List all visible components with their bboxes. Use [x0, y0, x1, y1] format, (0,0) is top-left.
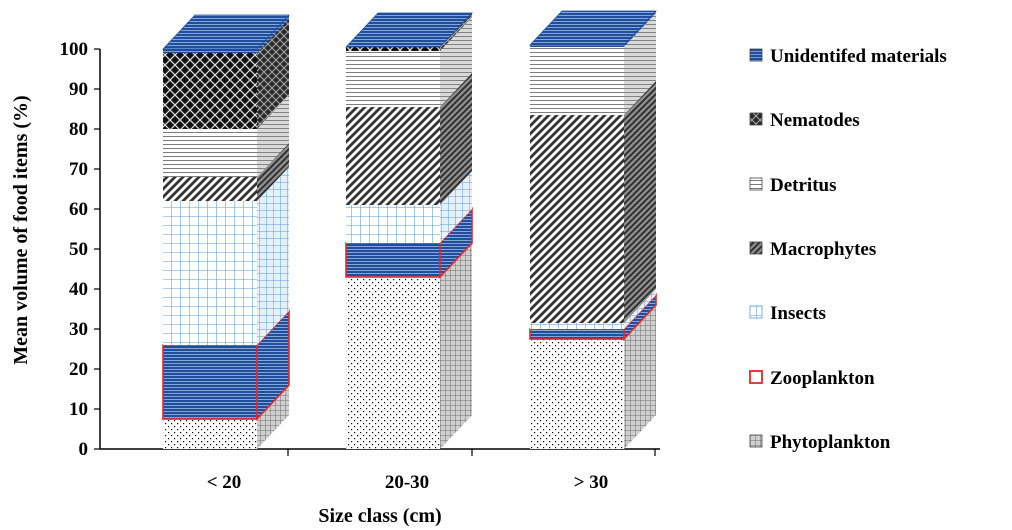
- legend-label: Unidentifed materials: [770, 46, 947, 67]
- bar-segment-insects: [346, 205, 440, 243]
- bar-segment-phytoplankton: [530, 339, 624, 449]
- y-tick-label: 100: [60, 39, 89, 60]
- legend-swatch: [749, 305, 763, 319]
- legend-label: Zooplankton: [770, 368, 875, 389]
- y-axis-title: Mean volume of food items (%): [10, 95, 32, 364]
- legend-label: Nematodes: [770, 110, 860, 131]
- bar-side-phytoplankton: [440, 243, 472, 449]
- bar-segment-zooplankton: [345, 242, 441, 278]
- y-tick-label: 60: [69, 199, 88, 220]
- bar-top-face: [345, 12, 473, 48]
- bar-segment-macrophytes: [346, 107, 440, 205]
- bar-segment-insects: [530, 323, 624, 329]
- bar-side-nematodes: [257, 19, 289, 129]
- x-tick-label: > 30: [574, 472, 609, 493]
- bar-group-0: [162, 14, 290, 449]
- bar-side-phytoplankton: [624, 305, 656, 449]
- x-axis-title: Size class (cm): [318, 505, 441, 527]
- bar-top-face: [529, 10, 657, 46]
- legend-swatch: [749, 177, 763, 191]
- bar-segment-insects: [163, 201, 257, 345]
- bar-segment-phytoplankton: [346, 277, 440, 449]
- y-tick-label: 40: [69, 279, 88, 300]
- bar-segment-detritus: [163, 129, 257, 177]
- bar-segment-phytoplankton: [163, 419, 257, 449]
- bar-side-macrophytes: [440, 73, 472, 205]
- y-tick-label: 90: [69, 79, 88, 100]
- legend-swatch: [749, 112, 763, 126]
- y-tick-label: 0: [79, 439, 89, 460]
- legend-label: Insects: [770, 303, 826, 324]
- bar-segment-unidentified: [163, 49, 257, 53]
- bar-segment-macrophytes: [163, 177, 257, 201]
- bar-side-macrophytes: [257, 143, 289, 201]
- x-tick-label: 20-30: [385, 472, 429, 493]
- bar-side-macrophytes: [624, 81, 656, 323]
- y-tick-label: 70: [69, 159, 88, 180]
- y-tick-label: 50: [69, 239, 88, 260]
- x-tick-label: < 20: [207, 472, 242, 493]
- bar-side-insects: [624, 289, 656, 329]
- bar-segment-macrophytes: [530, 115, 624, 323]
- bar-segment-detritus: [530, 47, 624, 115]
- bar-side-detritus: [257, 95, 289, 177]
- bar-segment-zooplankton: [529, 328, 625, 340]
- bar-segment-nematodes: [346, 47, 440, 51]
- bar-side-insects: [257, 167, 289, 345]
- bar-segment-nematodes: [163, 53, 257, 129]
- legend-swatch: [749, 48, 763, 62]
- bar-side-insects: [440, 171, 472, 243]
- bar-segment-unidentified: [530, 45, 624, 47]
- bar-side-phytoplankton: [257, 385, 289, 449]
- legend-label: Macrophytes: [770, 239, 876, 260]
- legend-swatch: [749, 370, 763, 384]
- bar-side-unidentified: [257, 15, 289, 53]
- y-tick-label: 80: [69, 119, 88, 140]
- y-tick-label: 10: [69, 399, 88, 420]
- bar-segment-zooplankton: [162, 344, 258, 420]
- legend-label: Phytoplankton: [770, 432, 891, 453]
- bar-side-nematodes: [440, 13, 472, 51]
- legend-label: Detritus: [770, 175, 836, 196]
- legend-swatch: [749, 241, 763, 255]
- legend-swatch: [749, 434, 763, 448]
- y-tick-label: 30: [69, 319, 88, 340]
- bar-group-2: [529, 10, 657, 449]
- bar-top-face: [162, 14, 290, 50]
- y-tick-label: 20: [69, 359, 88, 380]
- bar-segment-detritus: [346, 51, 440, 107]
- bar-side-detritus: [440, 17, 472, 107]
- bar-group-1: [345, 12, 473, 449]
